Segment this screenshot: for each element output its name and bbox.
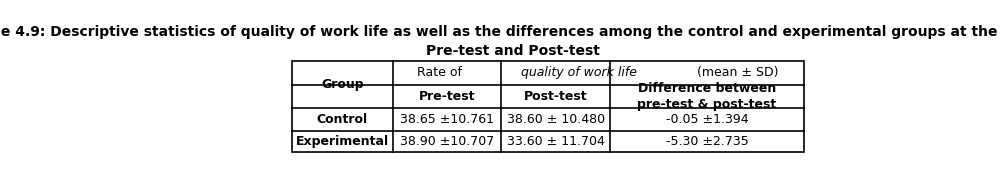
Text: Rate of: Rate of [417,66,466,79]
Text: -0.05 ±1.394: -0.05 ±1.394 [666,113,749,126]
Text: 38.65 ±10.761: 38.65 ±10.761 [400,113,494,126]
Text: Control: Control [316,113,368,126]
Text: 33.60 ± 11.704: 33.60 ± 11.704 [507,135,605,148]
Text: (mean ± SD): (mean ± SD) [693,66,778,79]
Text: quality of work life: quality of work life [521,66,637,79]
Text: -5.30 ±2.735: -5.30 ±2.735 [666,135,749,148]
Text: 38.90 ±10.707: 38.90 ±10.707 [400,135,494,148]
Text: Pre-test: Pre-test [418,90,475,103]
Text: Experimental: Experimental [295,135,389,148]
Text: Difference between
pre-test & post-test: Difference between pre-test & post-test [638,82,777,111]
Text: Post-test: Post-test [524,90,588,103]
Text: Group: Group [321,78,363,91]
Text: Table 4.9: Descriptive statistics of quality of work life as well as the differe: Table 4.9: Descriptive statistics of qua… [0,25,1001,39]
Text: 38.60 ± 10.480: 38.60 ± 10.480 [507,113,605,126]
Text: Pre-test and Post-test: Pre-test and Post-test [426,44,600,58]
